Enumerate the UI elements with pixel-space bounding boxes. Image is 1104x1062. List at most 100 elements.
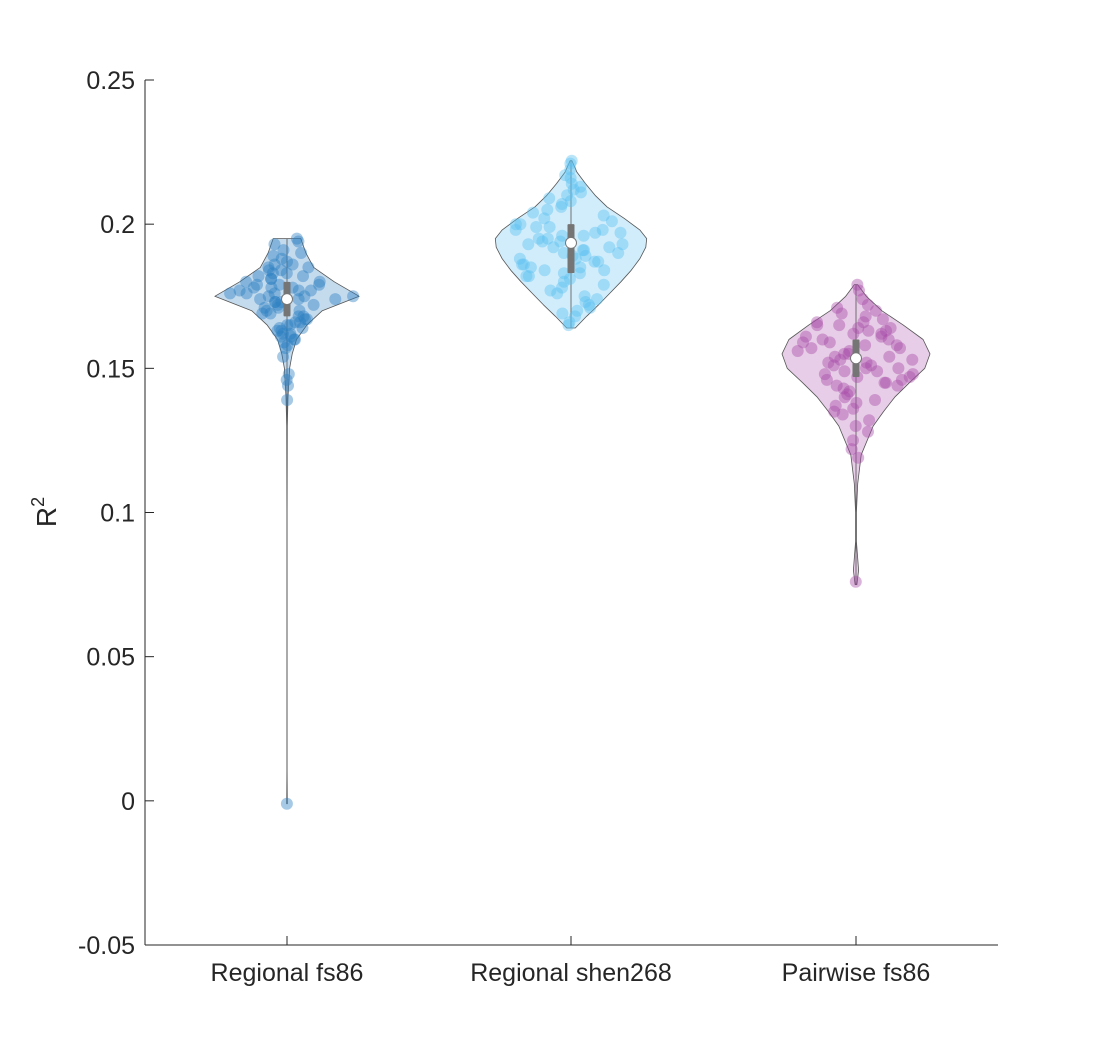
- data-point: [247, 281, 260, 294]
- data-point: [863, 414, 876, 427]
- data-point: [871, 365, 884, 378]
- violin-median-marker: [565, 236, 577, 249]
- data-point: [853, 284, 865, 297]
- data-point: [275, 324, 288, 337]
- violin-group: [494, 154, 648, 332]
- data-point: [816, 333, 829, 346]
- data-point: [875, 330, 888, 343]
- y-tick-label: 0.2: [100, 211, 135, 239]
- data-point: [282, 379, 294, 392]
- data-point: [818, 368, 831, 381]
- data-point: [597, 278, 610, 291]
- data-point: [284, 319, 297, 332]
- data-point: [265, 281, 278, 294]
- data-point: [541, 203, 554, 216]
- data-point: [811, 319, 824, 332]
- data-point: [556, 229, 569, 242]
- data-point: [849, 420, 862, 432]
- data-point: [282, 368, 295, 381]
- data-point: [554, 235, 567, 248]
- data-point: [875, 327, 888, 340]
- data-point: [880, 324, 892, 337]
- data-point: [822, 356, 835, 369]
- data-point: [576, 244, 589, 257]
- data-point: [268, 287, 281, 300]
- data-point: [578, 244, 590, 257]
- data-point: [828, 405, 841, 418]
- data-point: [564, 172, 577, 184]
- data-point: [281, 319, 294, 332]
- data-point: [288, 333, 301, 346]
- data-point: [805, 342, 818, 355]
- data-point: [541, 232, 554, 245]
- data-point: [574, 261, 587, 274]
- data-point: [847, 327, 860, 340]
- data-point: [860, 362, 872, 375]
- data-point: [279, 342, 292, 355]
- data-point: [265, 272, 278, 285]
- data-point: [268, 238, 281, 251]
- data-point: [527, 206, 539, 219]
- data-point: [286, 258, 299, 271]
- data-point: [280, 797, 293, 810]
- data-point: [841, 388, 854, 401]
- data-point: [289, 333, 301, 346]
- data-point: [865, 359, 878, 372]
- violin-median-marker: [850, 352, 862, 365]
- data-point: [563, 316, 576, 329]
- data-point: [579, 296, 592, 308]
- data-point: [861, 298, 874, 311]
- data-point: [294, 316, 307, 329]
- data-point: [829, 399, 842, 412]
- data-point: [845, 443, 858, 456]
- data-point: [883, 350, 896, 363]
- data-point: [263, 264, 275, 277]
- data-point: [799, 330, 812, 343]
- data-point: [302, 261, 315, 274]
- data-point: [597, 209, 610, 222]
- violin-median-marker: [281, 293, 293, 306]
- data-point: [603, 241, 616, 254]
- data-point: [612, 247, 625, 259]
- data-point: [273, 278, 286, 291]
- data-point: [254, 293, 267, 306]
- data-point: [797, 336, 809, 349]
- data-point: [530, 221, 543, 233]
- data-point: [301, 313, 313, 326]
- data-point: [823, 336, 836, 349]
- data-point: [262, 290, 275, 303]
- data-point: [269, 296, 282, 308]
- data-point: [906, 368, 919, 381]
- data-point: [605, 215, 618, 228]
- data-point: [284, 327, 297, 340]
- data-point: [296, 322, 309, 334]
- data-point: [556, 307, 569, 320]
- data-point: [556, 281, 568, 294]
- data-point: [831, 301, 844, 314]
- data-point: [578, 290, 591, 303]
- data-point: [272, 301, 285, 314]
- data-point: [895, 373, 908, 386]
- data-point: [584, 301, 597, 314]
- data-point: [297, 310, 310, 323]
- data-point: [292, 235, 305, 248]
- data-point: [820, 373, 833, 386]
- data-point: [281, 339, 294, 352]
- data-point: [277, 327, 290, 340]
- data-point: [559, 169, 572, 182]
- data-point: [569, 310, 582, 323]
- data-point: [827, 359, 840, 372]
- data-point: [509, 218, 522, 231]
- data-point: [304, 284, 317, 297]
- data-point: [838, 365, 851, 378]
- data-point: [561, 189, 574, 202]
- data-point: [522, 238, 535, 251]
- data-point: [551, 287, 564, 300]
- data-point: [592, 255, 605, 268]
- data-point: [532, 232, 545, 245]
- data-point: [275, 264, 288, 277]
- data-point: [588, 255, 601, 268]
- data-point: [273, 322, 286, 334]
- data-point: [850, 396, 863, 409]
